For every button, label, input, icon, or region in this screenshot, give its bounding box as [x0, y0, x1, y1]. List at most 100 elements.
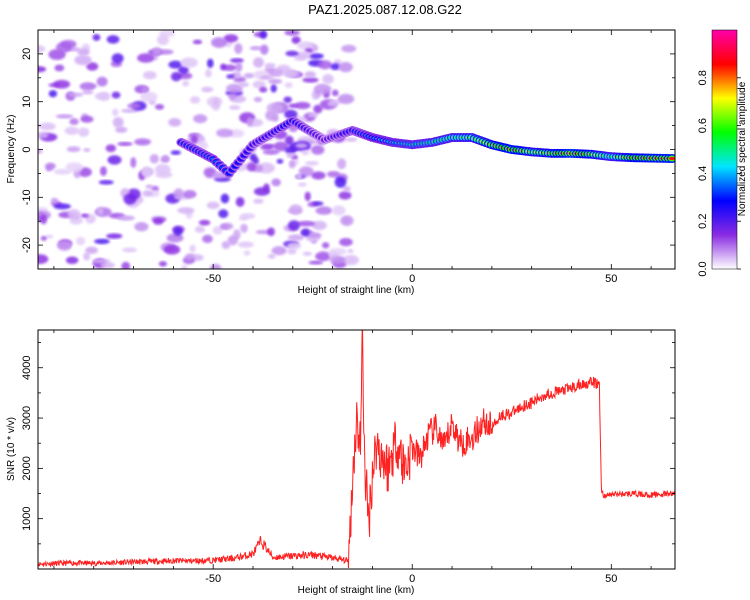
noise-blob [194, 225, 206, 233]
noise-blob [107, 155, 122, 165]
noise-blob [230, 58, 244, 64]
noise-blob [311, 220, 327, 231]
noise-blob [305, 160, 319, 166]
noise-blob [287, 234, 305, 241]
noise-blob [284, 71, 301, 78]
noise-blob [189, 244, 196, 253]
noise-blob [345, 137, 358, 142]
noise-blob [249, 45, 262, 51]
spectrogram-y-label: Frequency (Hz) [6, 115, 17, 184]
noise-blob [65, 162, 84, 173]
noise-blob [152, 46, 162, 56]
noise-blob [157, 34, 170, 46]
noise-blob [260, 44, 269, 55]
noise-blob [263, 183, 270, 193]
colorbar-label: Normalized spectral amplitude [737, 81, 748, 216]
noise-blob [341, 44, 357, 53]
noise-blob [38, 122, 56, 131]
noise-blob [297, 51, 311, 60]
noise-blob [311, 171, 326, 180]
noise-blob [123, 193, 137, 205]
noise-blob [268, 79, 283, 84]
noise-blob [111, 91, 121, 99]
noise-blob [308, 53, 324, 60]
noise-blob [211, 37, 227, 48]
noise-blob [201, 86, 214, 93]
noise-blob [304, 71, 316, 78]
y-tick-label: -10 [21, 189, 33, 205]
colorbar-tick-label: 0.8 [697, 70, 709, 85]
noise-blob [295, 173, 303, 180]
noise-blob [158, 261, 167, 267]
noise-blob [65, 256, 79, 265]
noise-blob [246, 162, 257, 172]
noise-blob [140, 91, 158, 102]
snr-series-line [38, 330, 675, 569]
noise-blob [240, 223, 248, 233]
noise-blob [60, 39, 77, 49]
noise-blob [117, 215, 135, 221]
noise-blob [337, 158, 347, 170]
noise-blob [69, 118, 79, 126]
noise-blob [193, 114, 208, 124]
noise-blob [295, 143, 308, 149]
spectrogram-ridge [176, 116, 675, 178]
noise-blob [99, 166, 107, 177]
noise-blob [80, 213, 89, 218]
noise-blob [243, 72, 255, 79]
y-tick-label: 20 [21, 48, 33, 60]
colorbar: 0.0 0.2 0.4 0.6 0.8 Normalized spectral ampl… [697, 29, 748, 277]
noise-blob [141, 86, 149, 93]
snr-panel: -50 0 50 1000 2000 3000 4000 Height of straig… [6, 329, 676, 596]
noise-blob [117, 141, 133, 146]
noise-blob [48, 90, 58, 98]
noise-blob [92, 33, 101, 41]
noise-blob [259, 30, 268, 39]
colorbar-ticks: 0.0 0.2 0.4 0.6 0.8 [697, 70, 741, 277]
noise-blob [225, 83, 243, 94]
x-tick-label: 0 [409, 573, 415, 585]
noise-blob [271, 246, 287, 256]
noise-blob [253, 96, 263, 103]
noise-blob [137, 53, 155, 63]
noise-blob [284, 30, 300, 36]
noise-blob [347, 248, 354, 254]
ridge-core [669, 156, 675, 161]
noise-blob [64, 126, 79, 135]
noise-blob [97, 207, 104, 216]
spectrogram-panel: -50 0 50 -20 -10 0 10 20 Height of straight li… [6, 29, 676, 296]
noise-blob [234, 43, 243, 55]
noise-blob [120, 108, 139, 113]
noise-blob [155, 171, 173, 179]
noise-blob [260, 144, 274, 150]
noise-blob [79, 83, 97, 89]
noise-blob [106, 233, 123, 239]
noise-blob [313, 83, 332, 95]
noise-blob [168, 118, 182, 127]
noise-blob [85, 246, 98, 255]
noise-blob [83, 252, 91, 261]
noise-blob [112, 116, 124, 128]
x-tick-label: 0 [409, 273, 415, 285]
noise-blob [267, 68, 284, 78]
noise-blob [338, 191, 352, 200]
noise-blob [266, 102, 284, 114]
noise-blob [178, 65, 189, 75]
noise-blob [272, 115, 279, 122]
noise-blob [327, 100, 339, 107]
noise-blob [192, 39, 203, 45]
noise-blob [38, 254, 49, 264]
noise-blob [38, 45, 46, 53]
noise-blob [315, 252, 331, 261]
noise-blob [142, 71, 157, 80]
y-tick-label: -20 [21, 237, 33, 253]
noise-blob [313, 104, 323, 114]
noise-blob [57, 241, 72, 251]
noise-blob [111, 53, 124, 64]
noise-blob [223, 64, 237, 71]
x-tick-label: -50 [205, 573, 221, 585]
noise-blob [288, 204, 303, 215]
noise-blob [252, 80, 266, 89]
noise-blob [259, 75, 274, 80]
noise-blob [182, 80, 190, 87]
